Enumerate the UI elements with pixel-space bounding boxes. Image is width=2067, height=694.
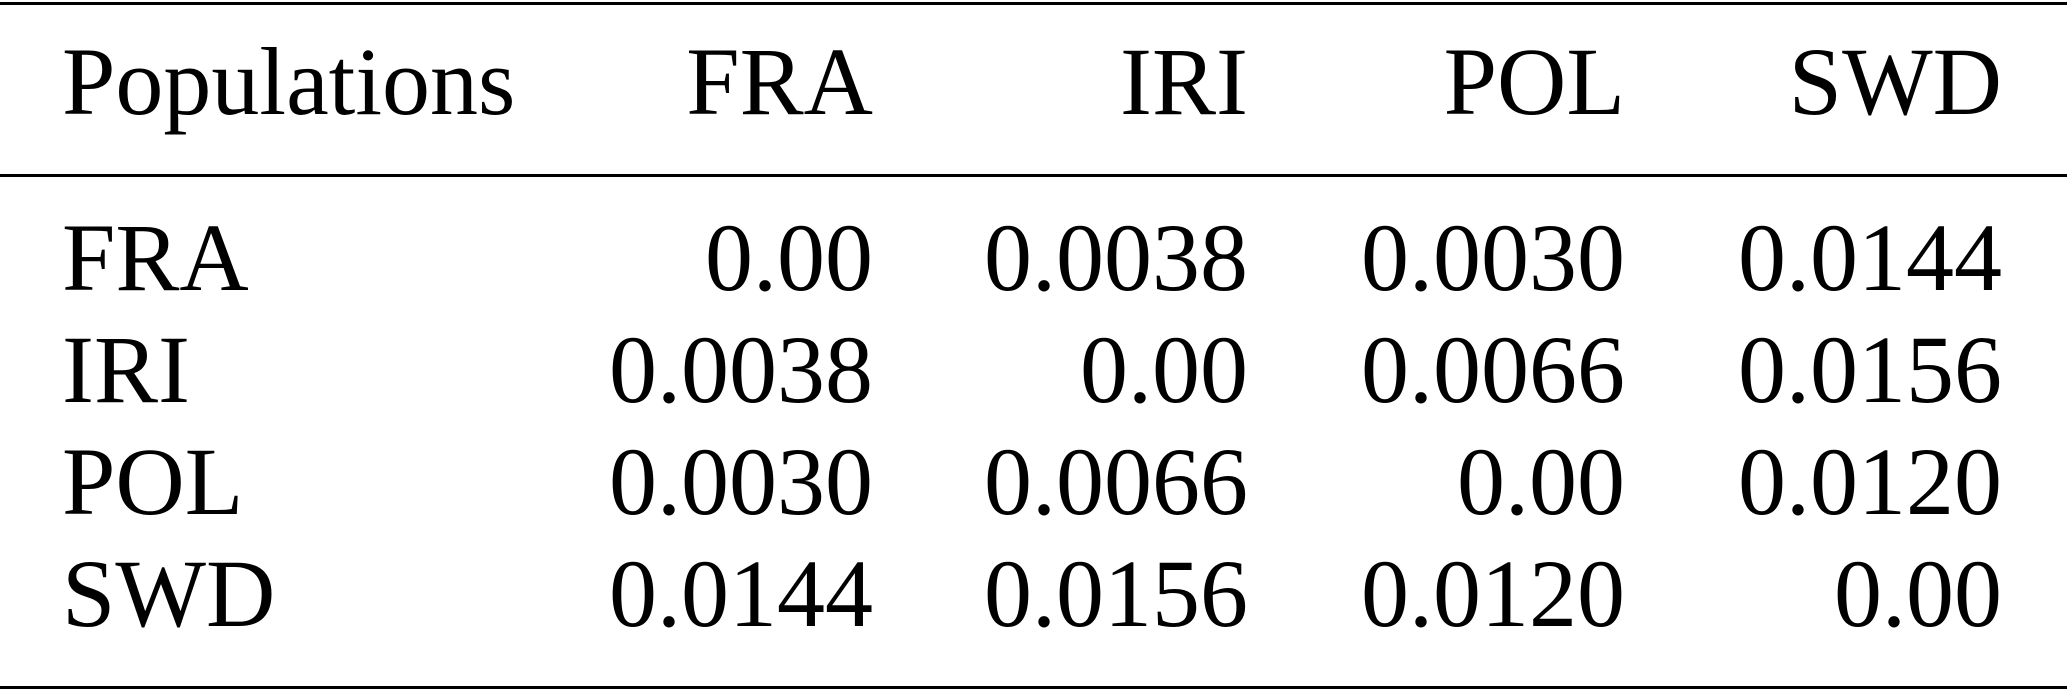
header-cell: Populations <box>62 28 516 135</box>
table-cell: 0.0030 <box>1361 204 1625 311</box>
table-cell: 0.0120 <box>1738 428 2002 535</box>
row-label: SWD <box>62 540 276 647</box>
table-cell: 0.0038 <box>609 316 873 423</box>
top-rule <box>0 2 2067 5</box>
table-cell: 0.0066 <box>984 428 1248 535</box>
table-cell: 0.0066 <box>1361 316 1625 423</box>
row-label: IRI <box>62 316 190 423</box>
table-cell: 0.0030 <box>609 428 873 535</box>
table-cell: 0.0038 <box>984 204 1248 311</box>
table-cell: 0.00 <box>1080 316 1248 423</box>
table-cell: 0.00 <box>705 204 873 311</box>
table-cell: 0.0144 <box>609 540 873 647</box>
table-cell: 0.00 <box>1834 540 2002 647</box>
table-cell: 0.00 <box>1457 428 1625 535</box>
table-cell: 0.0156 <box>984 540 1248 647</box>
header-cell: IRI <box>1120 28 1248 135</box>
header-cell: SWD <box>1788 28 2002 135</box>
table-cell: 0.0120 <box>1361 540 1625 647</box>
table-cell: 0.0144 <box>1738 204 2002 311</box>
header-cell: POL <box>1443 28 1625 135</box>
row-label: POL <box>62 428 244 535</box>
table-cell: 0.0156 <box>1738 316 2002 423</box>
bottom-rule <box>0 686 2067 689</box>
header-rule <box>0 174 2067 177</box>
row-label: FRA <box>62 204 249 311</box>
header-cell: FRA <box>686 28 873 135</box>
